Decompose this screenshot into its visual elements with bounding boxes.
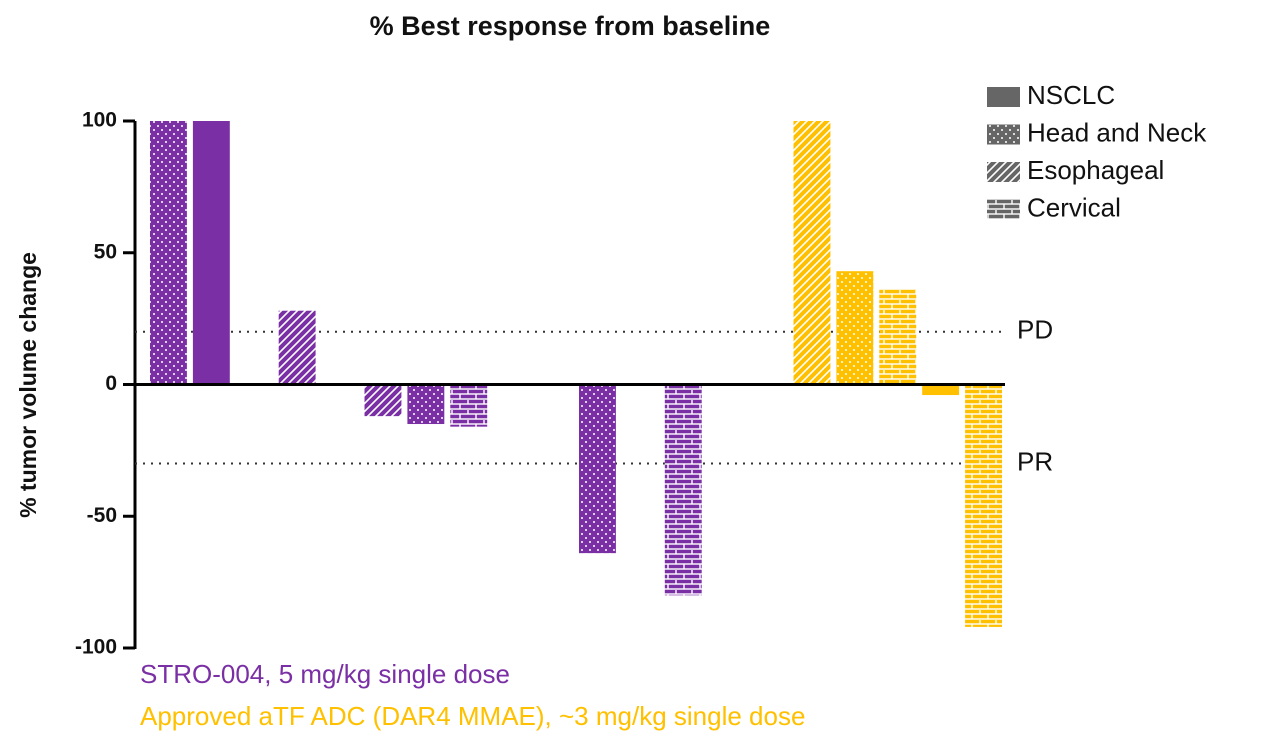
y-tick-label: 100 — [82, 109, 117, 132]
bar — [922, 384, 960, 396]
legend-label: NSCLC — [1027, 80, 1115, 110]
bar — [364, 384, 402, 417]
y-tick-label: 0 — [105, 372, 117, 395]
bar — [493, 385, 530, 454]
bar — [708, 385, 745, 596]
bar — [236, 266, 273, 385]
legend-label: Esophageal — [1027, 155, 1164, 185]
legend-label: Head and Neck — [1027, 117, 1207, 147]
series-legend-label: STRO-004, 5 mg/kg single dose — [140, 659, 510, 689]
bar — [536, 385, 573, 498]
bar — [793, 121, 831, 385]
bar — [192, 121, 230, 385]
bar — [879, 289, 917, 385]
bar — [622, 385, 659, 562]
legend-swatch — [987, 87, 1020, 107]
legend-swatch — [987, 162, 1020, 182]
bar — [579, 384, 616, 554]
bar — [450, 384, 488, 427]
reference-label: PR — [1017, 446, 1053, 476]
bar — [965, 384, 1002, 627]
series-legend-label: Approved aTF ADC (DAR4 MMAE), ~3 mg/kg s… — [140, 701, 805, 731]
legend-label: Cervical — [1027, 192, 1121, 222]
chart-title: % Best response from baseline — [370, 11, 771, 41]
bar — [664, 384, 702, 596]
bar — [836, 271, 874, 385]
legend-swatch — [987, 124, 1020, 145]
y-tick-label: 50 — [94, 240, 117, 263]
legend-swatch — [987, 199, 1020, 220]
bar — [278, 310, 316, 385]
reference-label: PD — [1017, 315, 1053, 345]
bar — [150, 121, 187, 385]
bar — [407, 384, 445, 425]
y-axis-label: % tumor volume change — [15, 252, 41, 518]
y-tick-label: -50 — [87, 504, 117, 527]
bar — [751, 385, 788, 598]
y-tick-label: -100 — [75, 636, 117, 659]
